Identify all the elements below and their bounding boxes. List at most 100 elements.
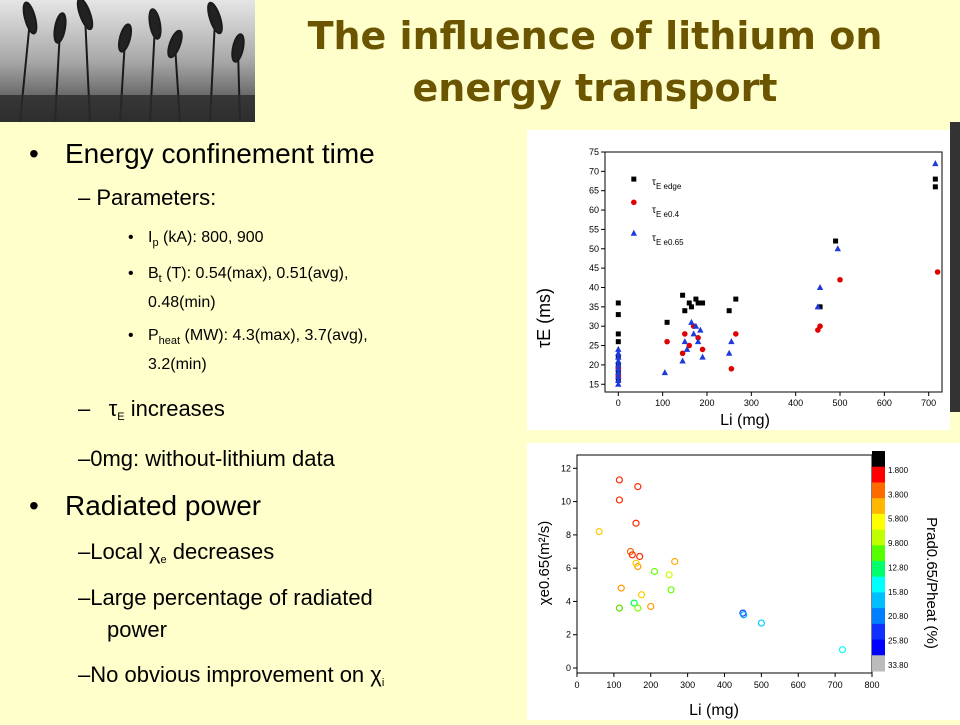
data-point [617,584,625,592]
data-point [757,619,765,627]
y-tick-label: 2 [566,630,571,640]
tau-e-chart: 0 100 200 300 400 500 600 700 15 20 25 30 35 40 45 50 55… [527,130,950,430]
y-axis-label: τE (ms) [534,288,554,348]
data-point [667,586,675,594]
x-tick-label: 400 [788,398,803,408]
data-point [838,646,847,654]
data-point-e04 [728,365,735,372]
bullet-energy: • Energy confinement time [29,138,375,169]
legend-label: τE e0.4 [652,205,680,219]
data-point-edge [695,300,701,306]
edge-strip [950,122,960,412]
y-tick-label: 70 [589,166,599,176]
title-area [255,0,960,122]
data-point [634,604,642,612]
data-point-e065 [834,245,841,252]
x-tick-label: 100 [655,398,670,408]
data-point-e065 [699,353,706,360]
colorbar-swatch [872,545,885,562]
colorbar-label: 12.80 [888,563,909,572]
data-point [630,599,638,607]
y-tick-label: 25 [589,341,599,351]
data-point-edge [615,300,621,306]
data-point-e065 [630,229,638,236]
data-point-edge [726,308,732,314]
x-tick-label: 500 [754,680,769,690]
data-point-edge [631,176,637,182]
data-point-e065 [615,349,622,356]
data-point-e065 [615,345,622,352]
x-tick-label: 400 [717,680,732,690]
colorbar-swatch [872,482,885,499]
y-tick-label: 50 [589,244,599,254]
x-tick-label: 600 [877,398,892,408]
bullet-radiated: • Radiated power [29,490,262,521]
data-point [740,611,748,619]
colorbar-label: 1.800 [888,466,909,475]
colorbar-swatch [872,466,885,483]
colorbar-swatch [872,623,885,641]
y-tick-label: 30 [589,321,599,331]
data-point-e065 [615,373,622,380]
title-line-1: The influence of lithium on [307,14,883,58]
y-tick-label: 65 [589,186,599,196]
data-point-edge [664,319,670,325]
title-line-2: energy transport [412,66,778,110]
colorbar-label: 9.800 [888,539,909,548]
data-point-e065 [725,349,733,356]
sub-bullet-no-improvement: –No obvious improvement on χi [78,662,385,689]
plot-frame [576,454,873,674]
data-point-e065 [615,376,622,383]
data-point [634,483,642,491]
data-point-e065 [679,357,686,364]
y-tick-label: 10 [561,497,571,507]
colorbar-label: 25.80 [888,637,909,646]
colorbar-label: 20.80 [888,612,909,621]
data-point-edge [932,184,938,190]
x-tick-label: 300 [680,680,695,690]
chi-e-chart: 0 100 200 300 400 500 600 700 800 0 2 4 6 8 10 12 1.800… [527,443,960,720]
colorbar-label: 33.80 [888,661,909,670]
data-point-edge [680,292,686,298]
x-tick-label: 300 [744,398,759,408]
data-point [647,602,655,611]
data-point-e065 [814,303,822,310]
data-point-edge [688,304,694,310]
x-tick-label: 200 [699,398,714,408]
bullet-dot: • [29,490,39,521]
data-point [615,496,624,504]
colorbar-swatch [872,576,885,593]
x-axis-label: Li (mg) [689,702,739,719]
data-point-e065 [615,380,622,387]
sub-bullet-tau: – τE increases [78,396,225,423]
colorbar-label: 5.800 [888,515,909,524]
x-axis-label: Li (mg) [720,412,770,429]
data-point-edge [686,300,692,306]
data-point-e065 [932,160,939,167]
data-point-edge [693,296,699,302]
data-point-e04 [699,346,706,353]
y-tick-label: 6 [566,563,571,573]
x-tick-label: 800 [864,680,879,690]
colorbar-swatch [872,561,885,578]
colorbar-title: Prad0.65/Pheat (%) [923,517,940,649]
param-pheat: • Pheat (MW): 4.3(max), 3.7(avg), 3.2(min… [128,327,368,373]
sub-bullet-parameters: – Parameters: [78,185,217,210]
plot-frame [604,151,943,393]
colorbar-swatch [872,639,885,656]
y-tick-label: 55 [589,224,599,234]
data-point-edge [615,339,621,345]
y-tick-label: 20 [589,360,599,370]
data-point-e065 [615,365,622,372]
data-point-e065 [683,345,691,352]
colorbar-swatch [872,608,885,625]
data-point-e065 [697,326,704,333]
y-tick-label: 4 [566,596,571,606]
x-tick-label: 0 [574,680,579,690]
data-point-e065 [615,369,622,376]
data-point [650,567,659,576]
data-point-e04 [631,199,637,206]
data-point-e065 [728,338,735,345]
data-point-e04 [664,338,670,345]
sub-bullet-zero-mg: –0mg: without-lithium data [78,446,335,471]
